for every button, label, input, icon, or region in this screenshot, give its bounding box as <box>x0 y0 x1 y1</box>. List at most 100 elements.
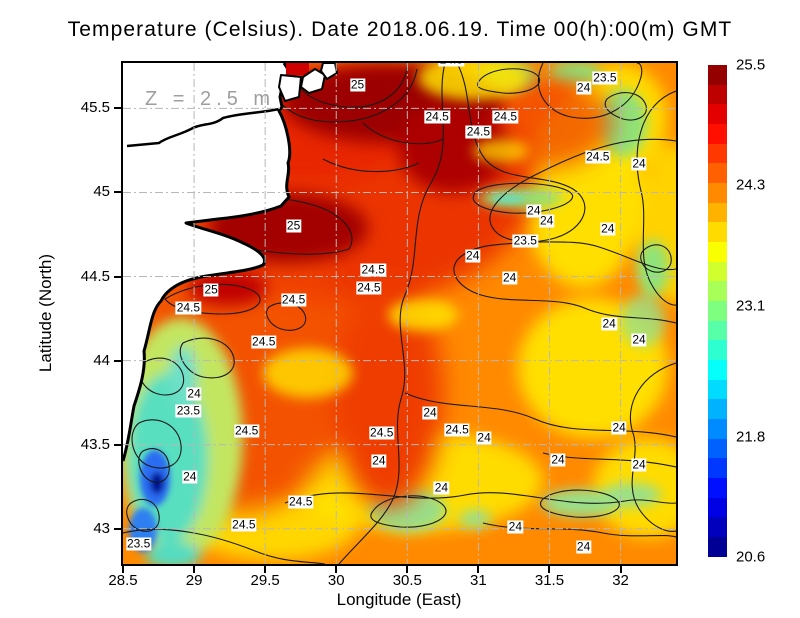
contour-label-layer: 24.52523.52424.524.524.524.52425242423.5… <box>123 63 676 564</box>
colorbar-band <box>708 202 727 223</box>
y-tick-mark <box>114 191 121 194</box>
x-tick-label: 31.5 <box>534 572 565 589</box>
x-tick-label: 30 <box>327 572 345 589</box>
land-area <box>123 63 290 461</box>
contour-label: 23.5 <box>125 536 152 551</box>
contour-label: 24.5 <box>360 262 386 277</box>
contour-label: 24 <box>501 270 518 285</box>
x-tick-label: 28.5 <box>108 572 138 589</box>
colorbar-band <box>708 104 727 125</box>
colorbar-band <box>708 281 727 302</box>
map-plot: 24.52523.52424.524.524.524.52425242423.5… <box>121 61 678 566</box>
contour-label: 24 <box>538 213 555 228</box>
colorbar-band <box>708 84 727 105</box>
x-tick-label: 32 <box>612 572 629 589</box>
y-tick-label: 45 <box>93 183 110 201</box>
x-tick-mark <box>477 566 480 573</box>
contour-label: 24.5 <box>175 300 202 315</box>
colorbar-band <box>708 537 727 557</box>
contour-label: 24 <box>186 386 202 401</box>
contour-label: 24.5 <box>444 422 470 436</box>
colorbar-band <box>708 124 727 144</box>
colorbar-band <box>708 143 727 164</box>
x-tick-mark <box>335 566 338 573</box>
colorbar-band <box>708 399 727 420</box>
colorbar-tick-label: 20.6 <box>736 548 766 566</box>
colorbar-band <box>708 183 727 203</box>
contour-label: 24.5 <box>288 494 314 509</box>
colorbar-band <box>708 261 727 282</box>
contour-label: 23.5 <box>512 233 538 248</box>
contour-label: 24 <box>422 405 438 420</box>
colorbar-tick-label: 21.8 <box>736 428 766 445</box>
colorbar-tick-label: 24.3 <box>736 176 766 194</box>
y-tick-label: 44.5 <box>80 267 110 285</box>
y-tick-label: 43 <box>93 519 110 537</box>
colorbar-band <box>708 497 727 518</box>
contour-label: 24 <box>433 480 450 495</box>
river-border-line <box>126 107 280 148</box>
y-tick-label: 45.5 <box>80 99 110 117</box>
contour-label: 24.5 <box>231 517 257 532</box>
contour-label: 24.5 <box>424 109 450 124</box>
y-axis-title: Latitude (North) <box>36 253 55 373</box>
x-tick-mark <box>264 566 267 573</box>
colorbar-band <box>708 340 727 361</box>
colorbar-band <box>708 379 727 400</box>
figure-title: Temperature (Celsius). Date 2018.06.19. … <box>67 18 733 41</box>
contour-label: 25 <box>203 282 219 297</box>
contour-label: 24 <box>550 452 566 467</box>
contour-label: 24 <box>611 420 627 435</box>
contour-label: 24 <box>631 457 647 472</box>
y-tick-mark <box>114 359 121 362</box>
y-tick-mark <box>114 527 121 530</box>
depth-annotation: Z = 2.5 m <box>145 88 276 110</box>
colorbar-band <box>708 222 727 243</box>
contour-label: 24.5 <box>465 124 492 139</box>
contour-label: 24.5 <box>585 149 611 164</box>
contour-label: 24 <box>631 156 647 171</box>
x-tick-label: 31 <box>470 572 487 589</box>
x-tick-mark <box>406 566 409 573</box>
y-tick-mark <box>114 275 121 278</box>
colorbar-band <box>708 419 727 439</box>
x-tick-label: 29 <box>185 572 203 589</box>
contour-label: 24 <box>371 453 387 468</box>
contour-label: 24 <box>465 248 481 263</box>
colorbar-band <box>708 301 727 321</box>
x-tick-mark <box>619 566 622 573</box>
contour-label: 24.5 <box>280 292 307 307</box>
colorbar-tick-label: 23.1 <box>736 297 766 315</box>
colorbar-band <box>708 65 727 85</box>
x-tick-label: 29.5 <box>250 572 280 589</box>
contour-label: 23.5 <box>175 403 202 418</box>
y-tick-mark <box>114 107 121 110</box>
y-tick-label: 44 <box>93 351 110 369</box>
contour-label: 24 <box>526 203 542 218</box>
colorbar-band <box>708 163 727 184</box>
y-tick-label: 43.5 <box>80 435 110 453</box>
x-axis-title: Longitude (East) <box>336 590 462 609</box>
contour-label: 24 <box>507 519 524 534</box>
contour-label: 24 <box>476 430 492 445</box>
colorbar-band <box>708 517 727 538</box>
contour-label: 25 <box>349 77 366 92</box>
contour-label: 24.5 <box>233 423 260 438</box>
contour-label: 24.5 <box>438 63 465 67</box>
contour-label: 24 <box>601 316 617 331</box>
colorbar-band <box>708 360 727 380</box>
colorbar-band <box>708 478 727 498</box>
contour-label: 24 <box>182 469 198 484</box>
x-tick-label: 30.5 <box>392 572 422 589</box>
contour-label: 24 <box>600 221 616 236</box>
contour-label: 25 <box>285 218 302 233</box>
x-tick-mark <box>122 566 124 573</box>
colorbar-band <box>708 242 727 262</box>
colorbar-tick-label: 25.5 <box>736 56 766 74</box>
colorbar-band <box>708 438 727 459</box>
x-tick-mark <box>193 566 196 573</box>
contour-label: 24.5 <box>492 109 519 124</box>
contour-label: 24.5 <box>251 334 277 349</box>
colorbar-band <box>708 458 727 479</box>
